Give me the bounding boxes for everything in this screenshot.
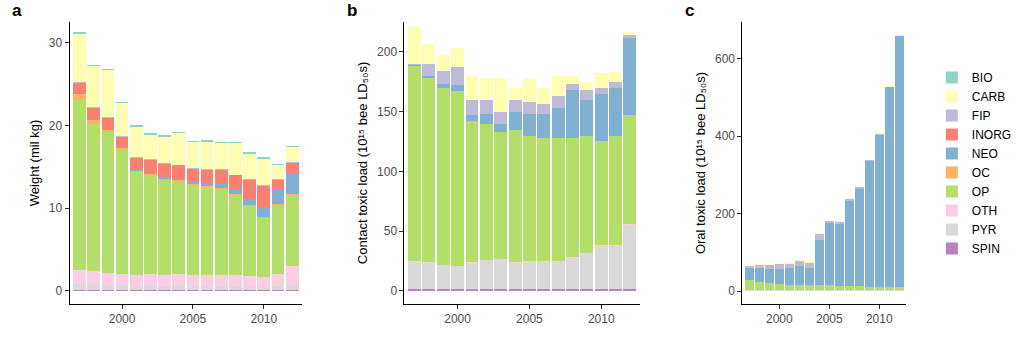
svg-text:OTH: OTH — [972, 204, 997, 218]
svg-text:c: c — [685, 1, 694, 20]
svg-text:2000: 2000 — [109, 312, 136, 326]
svg-text:2000: 2000 — [766, 312, 793, 326]
svg-text:2005: 2005 — [516, 312, 543, 326]
svg-text:600: 600 — [715, 52, 735, 66]
svg-text:Oral toxic load (10¹⁵ bee LD₅₀: Oral toxic load (10¹⁵ bee LD₅₀s) — [693, 72, 708, 254]
svg-text:2005: 2005 — [180, 312, 207, 326]
svg-text:100: 100 — [377, 165, 397, 179]
svg-text:400: 400 — [715, 129, 735, 143]
svg-text:INORG: INORG — [972, 128, 1011, 142]
svg-text:20: 20 — [49, 119, 63, 133]
svg-text:2010: 2010 — [588, 312, 615, 326]
svg-text:30: 30 — [49, 36, 63, 50]
svg-text:150: 150 — [377, 105, 397, 119]
svg-text:0: 0 — [56, 284, 63, 298]
svg-text:50: 50 — [384, 224, 398, 238]
svg-text:FIP: FIP — [972, 109, 991, 123]
svg-text:Weight (mil kg): Weight (mil kg) — [27, 120, 42, 206]
svg-text:BIO: BIO — [972, 71, 993, 85]
svg-text:0: 0 — [728, 284, 735, 298]
svg-text:200: 200 — [377, 45, 397, 59]
svg-text:OP: OP — [972, 185, 989, 199]
svg-text:2005: 2005 — [816, 312, 843, 326]
svg-text:b: b — [347, 1, 357, 20]
svg-text:2000: 2000 — [444, 312, 471, 326]
svg-text:10: 10 — [49, 201, 63, 215]
svg-text:NEO: NEO — [972, 147, 998, 161]
svg-text:PYR: PYR — [972, 223, 997, 237]
svg-text:CARB: CARB — [972, 90, 1005, 104]
svg-text:SPIN: SPIN — [972, 242, 1000, 256]
svg-text:2010: 2010 — [250, 312, 277, 326]
svg-text:Contact toxic load (10¹⁵ bee L: Contact toxic load (10¹⁵ bee LD₅₀s) — [355, 62, 370, 264]
svg-text:OC: OC — [972, 166, 990, 180]
svg-text:0: 0 — [390, 284, 397, 298]
svg-text:2010: 2010 — [866, 312, 893, 326]
svg-text:a: a — [12, 1, 22, 20]
svg-text:200: 200 — [715, 207, 735, 221]
